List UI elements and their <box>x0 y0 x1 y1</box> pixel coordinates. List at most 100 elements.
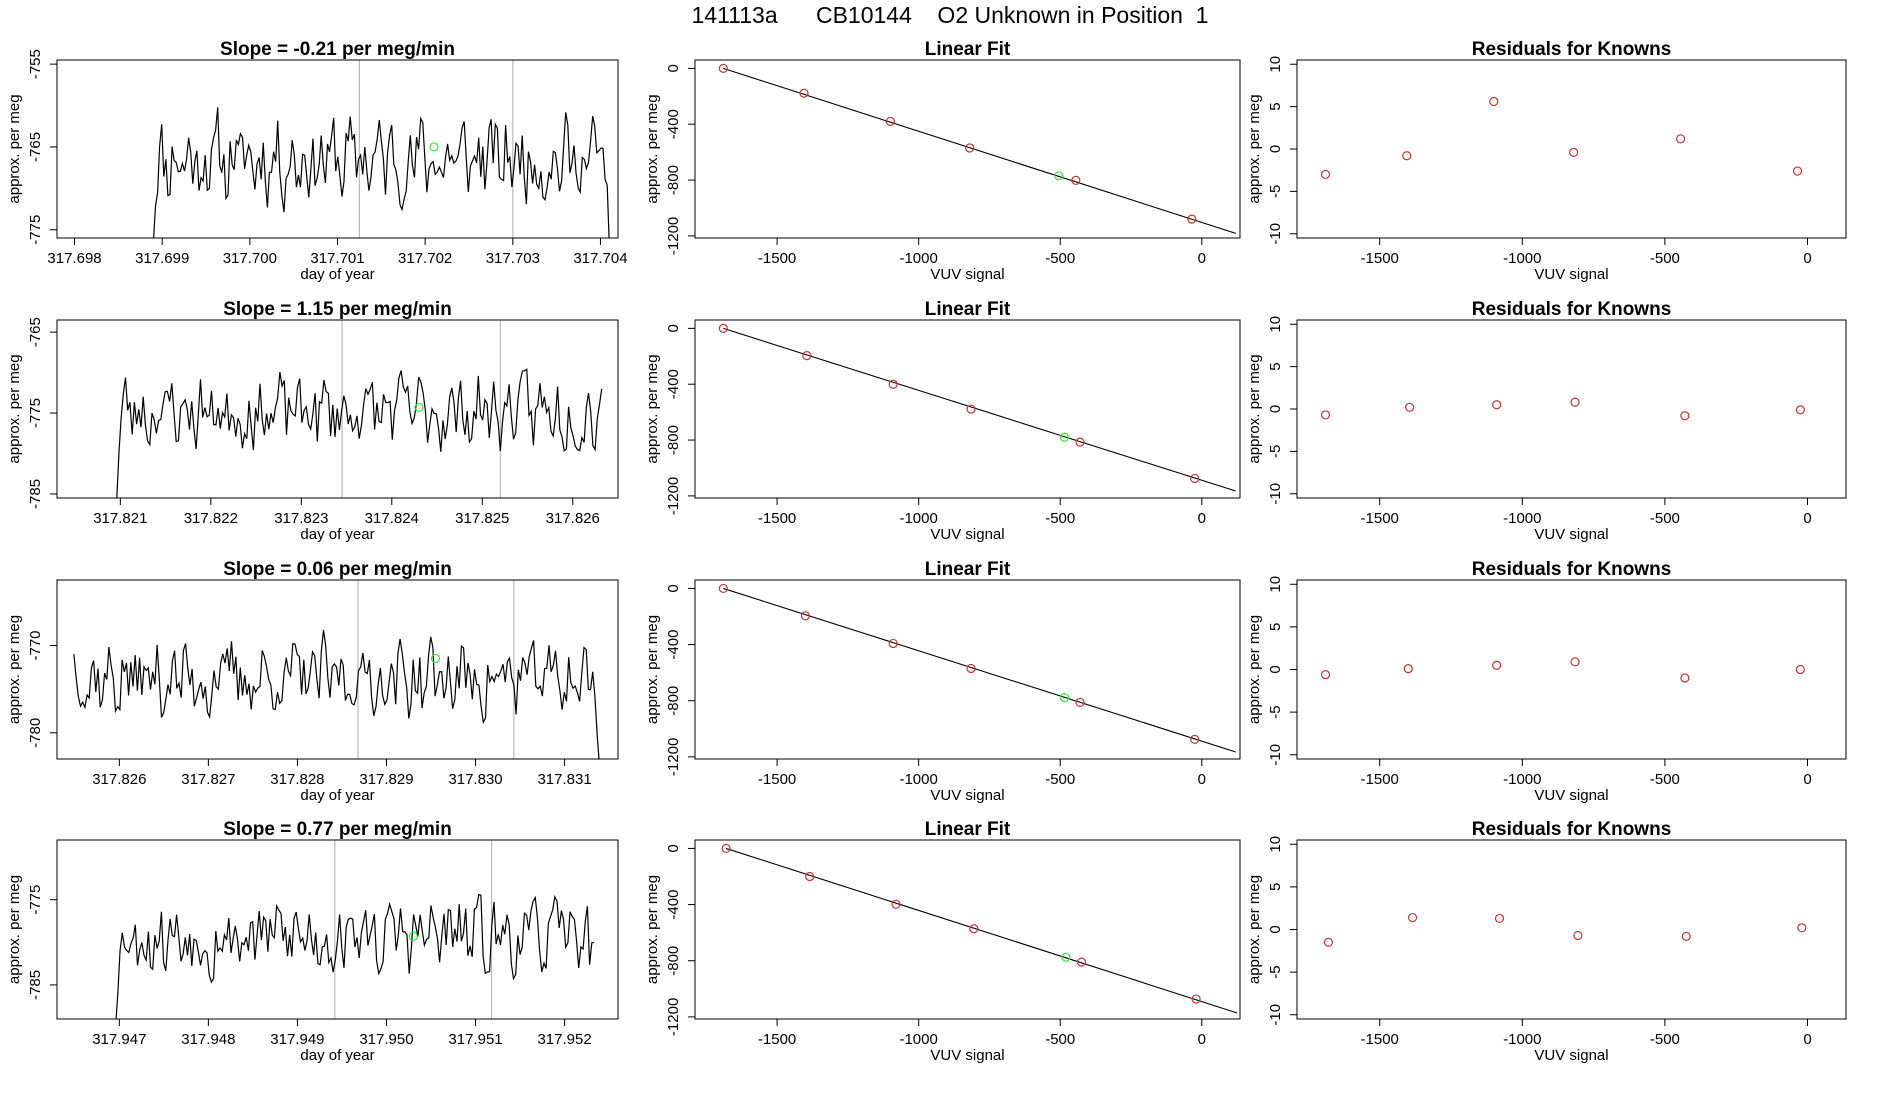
x-tick-label: 317.829 <box>359 771 413 788</box>
page-title: 141113a CB10144 O2 Unknown in Position 1 <box>691 2 1209 28</box>
x-tick-label: -1000 <box>1503 1031 1541 1048</box>
panel-title: Slope = 0.06 per meg/min <box>223 559 452 580</box>
x-tick-label: 0 <box>1198 250 1206 267</box>
x-tick-label: -1500 <box>1361 1031 1399 1048</box>
x-tick-label: -1500 <box>758 1031 796 1048</box>
data-trace <box>73 629 600 759</box>
panel-linear-fit-3: Linear Fit -1500 -1000 -500 0 0 -400 -800 -1200 V… <box>644 559 1241 804</box>
residual-point <box>1681 931 1691 941</box>
plot-frame <box>1296 319 1847 499</box>
known-point <box>805 871 815 882</box>
plot-frame <box>694 319 1241 499</box>
known-point <box>802 351 812 361</box>
known-point <box>1075 437 1085 447</box>
residual-point <box>1403 664 1413 674</box>
y-axis-label: approx. per meg <box>644 354 661 463</box>
fit-line <box>723 327 1236 492</box>
x-tick-label: -1500 <box>1361 771 1399 788</box>
panel-linear-fit-2: Linear Fit -1500 -1000 -500 0 0 -400 -800 -1200 V… <box>644 299 1241 543</box>
plot-area <box>153 60 610 238</box>
x-tick-label: 0 <box>1803 250 1811 267</box>
known-point <box>966 663 976 674</box>
y-tick-label: 0 <box>1267 665 1284 673</box>
y-tick-label: -1200 <box>665 738 682 776</box>
panel-residuals-3: Residuals for Knowns -1500 -1000 -500 0 10 5 0 -… <box>1246 559 1847 804</box>
known-point <box>1075 697 1085 708</box>
y-axis-label: approx. per meg <box>1246 354 1263 463</box>
x-axis-label: day of year <box>300 526 374 543</box>
y-tick-label: -400 <box>665 109 682 139</box>
plot-area <box>718 583 1236 753</box>
x-tick-label: -1500 <box>758 510 796 527</box>
unknown-point <box>1054 171 1064 181</box>
unknown-point <box>1061 952 1071 962</box>
y-tick-label: -770 <box>27 630 44 660</box>
x-tick-label: -500 <box>1650 771 1680 788</box>
known-point <box>891 899 901 909</box>
y-tick-label: 0 <box>665 844 682 852</box>
data-trace <box>153 107 610 238</box>
known-point <box>718 63 728 73</box>
known-point <box>1187 214 1197 224</box>
x-tick-label: -1500 <box>758 250 796 267</box>
y-axis-label: approx. per meg <box>644 615 661 724</box>
plot-frame <box>56 59 619 239</box>
y-tick-label: 10 <box>1267 316 1284 333</box>
x-axis-label: day of year <box>300 266 374 283</box>
known-point <box>1190 473 1200 484</box>
y-axis-label: approx. per meg <box>6 94 23 203</box>
y-axis-label: approx. per meg <box>6 875 23 984</box>
x-axis-label: VUV signal <box>930 266 1004 283</box>
residual-point <box>1569 147 1579 157</box>
known-point <box>966 404 976 414</box>
x-axis-label: VUV signal <box>1534 526 1608 543</box>
panel-time-series-3: Slope = 0.06 per meg/min 317.826 317.827 31… <box>6 559 619 804</box>
plot-area <box>73 580 600 759</box>
y-axis-label: approx. per meg <box>1246 875 1263 984</box>
x-tick-label: 0 <box>1198 510 1206 527</box>
y-tick-label: 10 <box>1267 576 1284 593</box>
y-tick-label: -10 <box>1267 744 1284 766</box>
y-tick-label: -5 <box>1267 445 1284 458</box>
known-point <box>1076 957 1087 967</box>
known-point <box>885 116 895 127</box>
x-axis-label: day of year <box>300 1047 374 1064</box>
x-tick-label: -1000 <box>899 1031 937 1048</box>
residual-point <box>1797 923 1807 933</box>
known-point <box>800 611 811 621</box>
x-tick-label: 317.826 <box>92 771 146 788</box>
x-tick-label: 317.824 <box>365 510 419 527</box>
plot-frame <box>56 579 619 760</box>
x-tick-label: -1000 <box>899 510 937 527</box>
x-tick-label: -1000 <box>899 250 937 267</box>
x-tick-label: 317.698 <box>47 250 101 267</box>
panel-title: Residuals for Knowns <box>1472 299 1672 320</box>
y-axis-label: approx. per meg <box>6 354 23 463</box>
known-point <box>799 88 809 98</box>
plot-frame <box>56 839 619 1020</box>
panel-title: Slope = 0.77 per meg/min <box>223 819 452 840</box>
x-tick-label: 317.826 <box>546 510 600 527</box>
known-point <box>718 583 728 594</box>
panel-residuals-1: Residuals for Knowns -1500 -1000 -500 0 10 5 0 -… <box>1246 39 1847 283</box>
y-tick-label: 0 <box>1267 405 1284 413</box>
plot-frame <box>694 839 1241 1020</box>
residual-point <box>1680 411 1690 421</box>
y-tick-label: -800 <box>665 165 682 195</box>
x-tick-label: 317.828 <box>270 771 324 788</box>
x-axis-label: VUV signal <box>930 787 1004 804</box>
residual-point <box>1570 397 1580 407</box>
known-point <box>721 843 731 854</box>
residual-point <box>1320 670 1331 680</box>
y-tick-label: -5 <box>1267 705 1284 718</box>
known-point <box>718 323 728 333</box>
y-tick-label: -800 <box>665 686 682 716</box>
residual-point <box>1492 660 1502 670</box>
data-trace <box>116 368 603 498</box>
y-tick-label: -775 <box>27 885 44 915</box>
x-tick-label: -1500 <box>1361 250 1399 267</box>
fit-line <box>725 847 1238 1014</box>
panel-linear-fit-4: Linear Fit -1500 -1000 -500 0 0 -400 -800 -1200 V… <box>644 819 1241 1064</box>
residual-point <box>1680 673 1690 683</box>
